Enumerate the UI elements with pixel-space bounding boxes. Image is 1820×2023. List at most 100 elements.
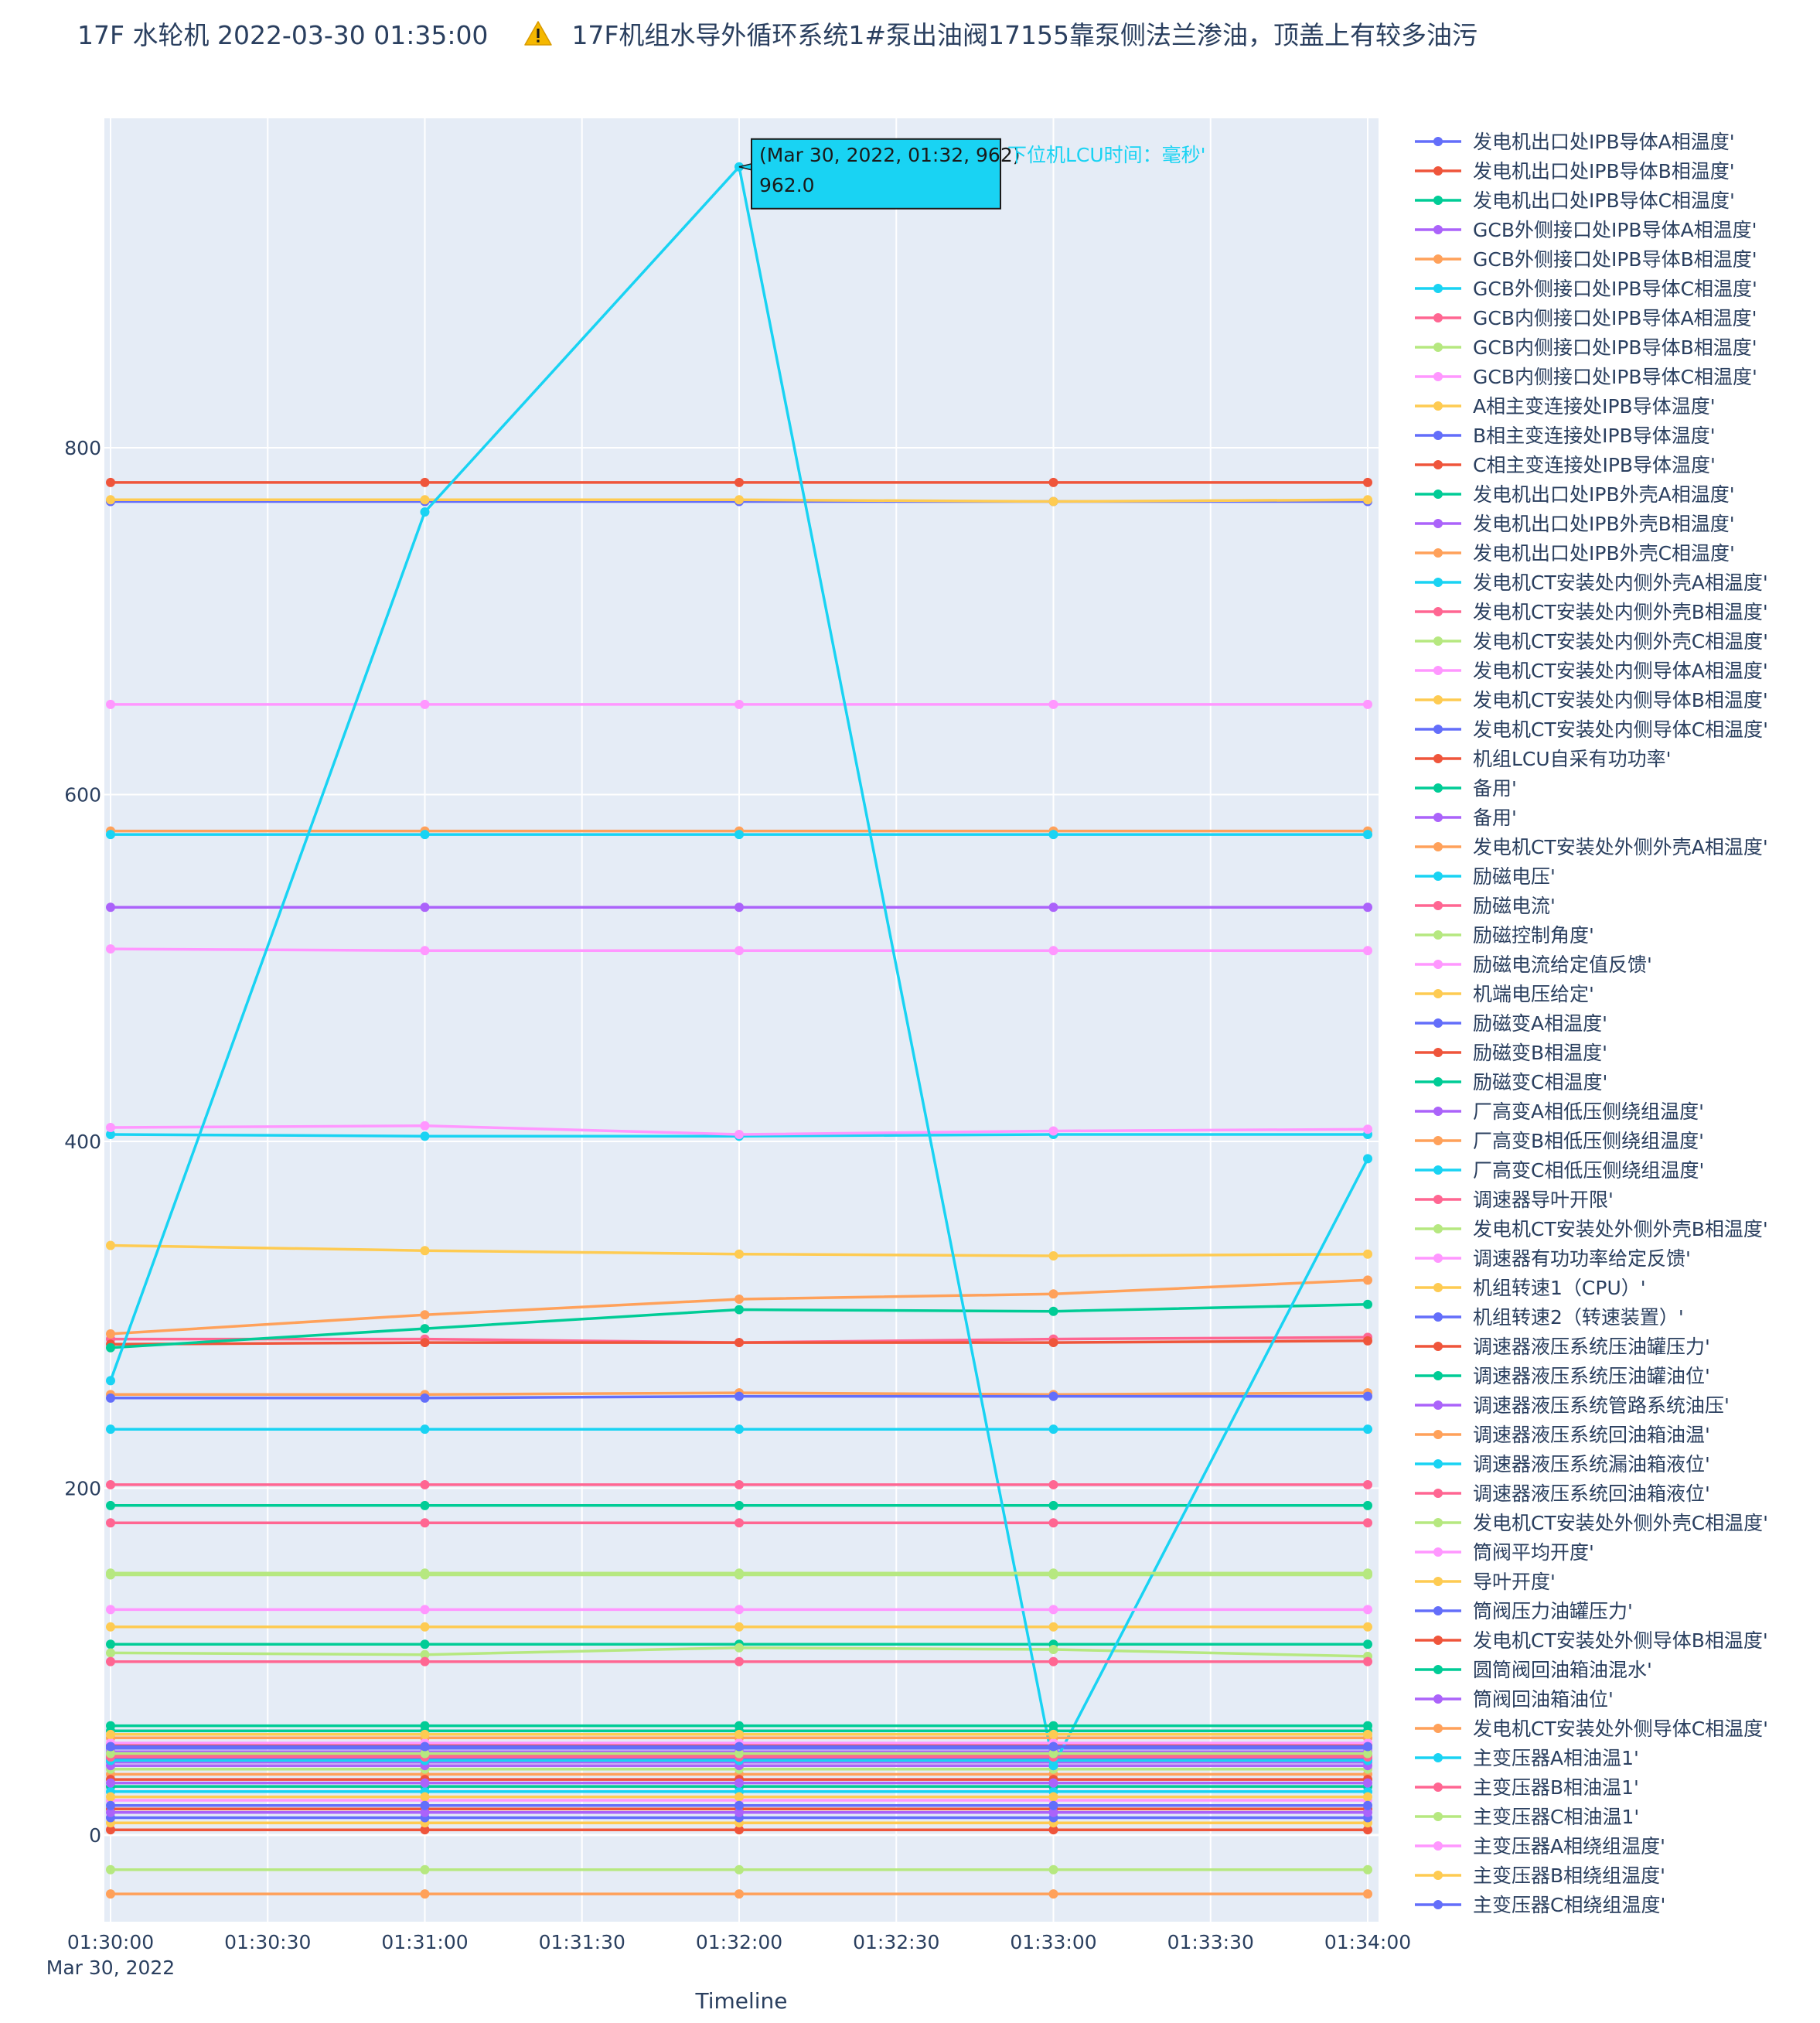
- data-point-32-4[interactable]: [1363, 1299, 1372, 1309]
- data-point-53-0[interactable]: [106, 1778, 115, 1788]
- data-point-5-4[interactable]: [1363, 1424, 1372, 1435]
- data-point-30-1[interactable]: [420, 1393, 430, 1403]
- data-point-2-2[interactable]: [734, 1500, 744, 1510]
- data-point-1-2[interactable]: [734, 477, 744, 487]
- data-point-18-1[interactable]: [420, 946, 430, 956]
- data-point-31-4[interactable]: [1363, 1336, 1372, 1346]
- legend-item-10[interactable]: B相主变连接处IPB导体温度': [1415, 425, 1716, 447]
- legend-item-27[interactable]: 励磁控制角度': [1415, 924, 1594, 947]
- legend-item-26[interactable]: 励磁电流': [1415, 895, 1556, 917]
- data-point-36-3[interactable]: [1048, 1656, 1058, 1667]
- data-point-36-4[interactable]: [1363, 1656, 1372, 1667]
- data-point-59-3[interactable]: [1048, 1729, 1058, 1739]
- data-point-1-4[interactable]: [1363, 477, 1372, 487]
- data-point-35-1[interactable]: [420, 507, 430, 517]
- data-point-36-2[interactable]: [734, 1656, 744, 1667]
- legend-item-15[interactable]: 发电机CT安装处内侧外壳A相温度': [1415, 571, 1768, 594]
- data-point-38-2[interactable]: [734, 1605, 744, 1615]
- data-point-50-2[interactable]: [734, 1800, 744, 1810]
- data-point-34-0[interactable]: [106, 1329, 115, 1339]
- data-point-59-0[interactable]: [106, 1729, 115, 1739]
- data-point-30-0[interactable]: [106, 1393, 115, 1403]
- legend-item-9[interactable]: A相主变连接处IPB导体温度': [1415, 395, 1716, 418]
- data-point-18-2[interactable]: [734, 946, 744, 956]
- legend-item-44[interactable]: 调速器液压系统回油箱油温': [1415, 1424, 1710, 1446]
- data-point-28-3[interactable]: [1048, 1126, 1058, 1136]
- data-point-44-0[interactable]: [106, 1889, 115, 1899]
- legend-item-5[interactable]: GCB外侧接口处IPB导体C相温度': [1415, 278, 1757, 300]
- legend-item-2[interactable]: 发电机出口处IPB导体C相温度': [1415, 189, 1735, 212]
- legend-item-31[interactable]: 励磁变B相温度': [1415, 1042, 1607, 1064]
- data-point-28-4[interactable]: [1363, 1124, 1372, 1134]
- data-point-59-1[interactable]: [420, 1729, 430, 1739]
- legend-item-42[interactable]: 调速器液压系统压油罐油位': [1415, 1365, 1710, 1387]
- data-point-5-0[interactable]: [106, 1424, 115, 1435]
- legend-item-39[interactable]: 机组转速1（CPU）': [1415, 1277, 1646, 1299]
- legend-item-4[interactable]: GCB外侧接口处IPB导体B相温度': [1415, 248, 1757, 271]
- legend-item-23[interactable]: 备用': [1415, 807, 1517, 829]
- data-point-2-1[interactable]: [420, 1500, 430, 1510]
- data-point-21-1[interactable]: [420, 1825, 430, 1835]
- data-point-47-4[interactable]: [1363, 1568, 1372, 1578]
- data-point-49-2[interactable]: [734, 1792, 744, 1802]
- data-point-34-2[interactable]: [734, 1295, 744, 1305]
- legend-item-59[interactable]: 主变压器B相绕组温度': [1415, 1864, 1665, 1887]
- data-point-31-3[interactable]: [1048, 1338, 1058, 1348]
- legend-item-55[interactable]: 主变压器A相油温1': [1415, 1747, 1639, 1769]
- data-point-9-2[interactable]: [734, 495, 744, 505]
- data-point-46-0[interactable]: [106, 1479, 115, 1489]
- data-point-35-4[interactable]: [1363, 1154, 1372, 1164]
- data-point-30-4[interactable]: [1363, 1391, 1372, 1401]
- data-point-27-3[interactable]: [1048, 1644, 1058, 1654]
- legend-item-30[interactable]: 励磁变A相温度': [1415, 1012, 1607, 1035]
- legend-item-18[interactable]: 发电机CT安装处内侧导体A相温度': [1415, 660, 1768, 682]
- data-point-37-4[interactable]: [1363, 1864, 1372, 1875]
- data-point-37-1[interactable]: [420, 1864, 430, 1875]
- data-point-50-0[interactable]: [106, 1800, 115, 1810]
- legend-item-56[interactable]: 主变压器B相油温1': [1415, 1776, 1639, 1799]
- data-point-15-4[interactable]: [1363, 830, 1372, 840]
- data-point-1-3[interactable]: [1048, 477, 1058, 487]
- data-point-5-3[interactable]: [1048, 1424, 1058, 1435]
- data-point-29-2[interactable]: [734, 1622, 744, 1632]
- legend-item-43[interactable]: 调速器液压系统管路系统油压': [1415, 1394, 1730, 1417]
- legend-item-50[interactable]: 筒阀压力油罐压力': [1415, 1600, 1633, 1622]
- data-point-29-3[interactable]: [1048, 1622, 1058, 1632]
- data-point-44-3[interactable]: [1048, 1889, 1058, 1899]
- data-point-60-4[interactable]: [1363, 1742, 1372, 1752]
- data-point-60-3[interactable]: [1048, 1742, 1058, 1752]
- legend-item-52[interactable]: 圆筒阀回油箱油混水': [1415, 1659, 1652, 1681]
- data-point-27-0[interactable]: [106, 1648, 115, 1658]
- legend-item-57[interactable]: 主变压器C相油温1': [1415, 1806, 1639, 1828]
- data-point-28-2[interactable]: [734, 1129, 744, 1139]
- data-point-37-3[interactable]: [1048, 1864, 1058, 1875]
- data-point-5-2[interactable]: [734, 1424, 744, 1435]
- data-point-8-1[interactable]: [420, 699, 430, 709]
- data-point-6-2[interactable]: [734, 1518, 744, 1528]
- data-point-46-2[interactable]: [734, 1479, 744, 1489]
- data-point-38-1[interactable]: [420, 1605, 430, 1615]
- data-point-53-2[interactable]: [734, 1778, 744, 1788]
- data-point-49-1[interactable]: [420, 1792, 430, 1802]
- legend-item-28[interactable]: 励磁电流给定值反馈': [1415, 954, 1652, 976]
- legend-item-41[interactable]: 调速器液压系统压油罐压力': [1415, 1336, 1710, 1358]
- data-point-21-0[interactable]: [106, 1825, 115, 1835]
- data-point-2-0[interactable]: [106, 1500, 115, 1510]
- data-point-19-0[interactable]: [106, 1240, 115, 1250]
- data-point-46-3[interactable]: [1048, 1479, 1058, 1489]
- legend-item-13[interactable]: 发电机出口处IPB外壳B相温度': [1415, 513, 1735, 535]
- legend-item-21[interactable]: 机组LCU自采有功功率': [1415, 748, 1672, 770]
- plot-area[interactable]: [104, 118, 1379, 1922]
- data-point-18-4[interactable]: [1363, 946, 1372, 956]
- data-point-57-3[interactable]: [1048, 1748, 1058, 1759]
- data-point-28-0[interactable]: [106, 1123, 115, 1133]
- data-point-12-4[interactable]: [1363, 1639, 1372, 1649]
- data-point-53-3[interactable]: [1048, 1778, 1058, 1788]
- legend-item-24[interactable]: 发电机CT安装处外侧外壳A相温度': [1415, 836, 1768, 858]
- legend-item-38[interactable]: 调速器有功功率给定反馈': [1415, 1247, 1691, 1270]
- data-point-53-4[interactable]: [1363, 1778, 1372, 1788]
- data-point-35-0[interactable]: [106, 1376, 115, 1386]
- data-point-2-4[interactable]: [1363, 1500, 1372, 1510]
- series-markers[interactable]: [106, 162, 1372, 1899]
- data-point-60-1[interactable]: [420, 1742, 430, 1752]
